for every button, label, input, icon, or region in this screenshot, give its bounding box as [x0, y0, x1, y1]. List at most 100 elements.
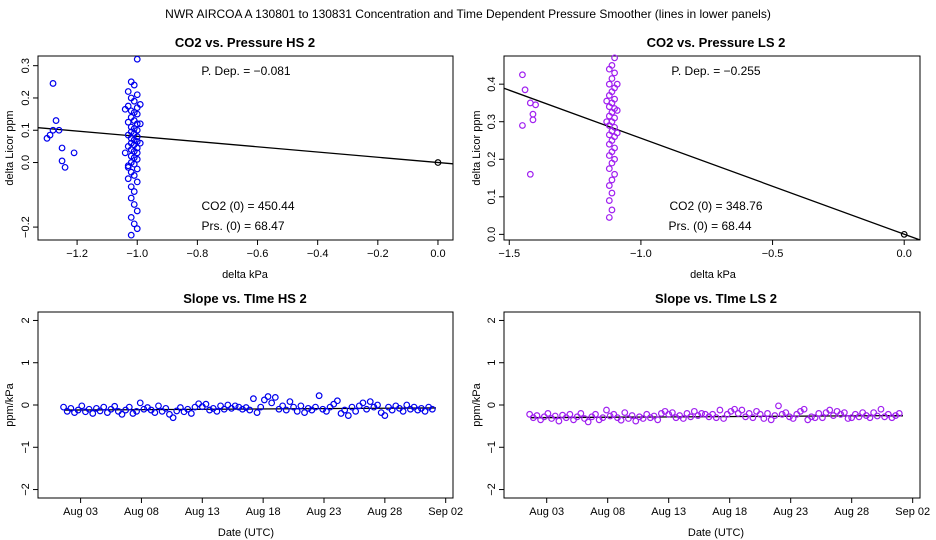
axis-ticks: Aug 03 Aug 08 Aug 13 Aug 18 Aug 23 Aug 28 Sep … [20, 317, 463, 518]
data-points [43, 55, 442, 239]
pressure-dependence-label: P. Dep. = −0.255 [671, 64, 761, 78]
data-point [312, 403, 319, 411]
data-point [61, 163, 69, 171]
data-point [121, 149, 129, 157]
data-point [668, 409, 676, 417]
data-point [133, 149, 141, 157]
data-point [103, 409, 111, 417]
data-point [716, 406, 724, 414]
data-point [279, 402, 287, 410]
data-point [333, 397, 341, 405]
data-point [130, 97, 138, 105]
data-point [374, 401, 381, 409]
data-point [608, 159, 616, 167]
data-point [603, 97, 611, 105]
data-point [848, 414, 856, 422]
x-tick-label: Aug 28 [367, 506, 402, 518]
x-tick-label: −0.4 [307, 248, 329, 260]
data-point [363, 405, 370, 413]
data-point [213, 407, 221, 415]
x-tick-label: Aug 03 [529, 506, 564, 518]
data-point [599, 414, 607, 422]
data-point [544, 410, 552, 417]
fit-line [530, 414, 903, 419]
x-tick-label: −0.5 [762, 248, 784, 260]
data-points [526, 402, 903, 426]
fit-line [64, 407, 436, 411]
y-axis-label: delta Licor ppm [4, 110, 16, 185]
data-point [184, 405, 192, 413]
data-point [621, 409, 629, 417]
data-point [67, 404, 75, 412]
data-point [683, 410, 691, 417]
data-point [873, 412, 881, 420]
data-point [608, 189, 616, 197]
data-point [690, 407, 698, 415]
data-point [125, 403, 133, 411]
data-point [895, 410, 903, 417]
x-tick-label: Aug 03 [63, 506, 98, 518]
axis-ticks: −1.2 −1.0 −0.8 −0.6 −0.4 −0.2 0.0 −0.2 0.0 0.1 0.2… [20, 58, 446, 260]
data-point [155, 402, 162, 410]
fit-line [38, 127, 453, 165]
data-point [70, 149, 78, 157]
x-tick-label: Aug 13 [185, 506, 220, 518]
data-point [826, 406, 834, 414]
data-point [348, 403, 356, 411]
data-point [52, 117, 60, 124]
y-tick-label: 0.2 [20, 90, 32, 105]
data-points [519, 54, 908, 238]
data-point [731, 405, 738, 413]
data-point [43, 134, 51, 142]
data-point [555, 417, 563, 425]
data-point [121, 105, 129, 113]
x-tick-label: −1.0 [126, 248, 148, 260]
data-point [323, 407, 330, 415]
y-tick-label: 0 [486, 402, 498, 408]
data-point [217, 402, 224, 410]
data-point [271, 393, 279, 401]
data-point [206, 406, 213, 414]
data-point [800, 405, 808, 413]
x-tick-label: −0.6 [247, 248, 269, 260]
y-axis-label: ppm/kPa [471, 382, 483, 426]
data-point [837, 410, 845, 418]
panel-title: CO2 vs. Pressure HS 2 [175, 35, 315, 50]
data-point [344, 412, 352, 419]
data-point [611, 170, 618, 178]
axis-ticks: Aug 03 Aug 08 Aug 13 Aug 18 Aug 23 Aug 28 Sep … [486, 317, 930, 518]
data-point [734, 410, 742, 417]
data-point [608, 176, 616, 184]
data-point [605, 152, 613, 159]
data-point [60, 403, 67, 411]
x-tick-label: −0.8 [187, 248, 209, 260]
data-point [246, 406, 254, 414]
data-point [742, 413, 749, 421]
y-tick-label: 1 [20, 360, 32, 366]
data-point [628, 412, 636, 419]
panel-slope-vs-time-hs: Slope vs. TIme HS 2 Aug 03 Aug 08 Aug 13 Au… [4, 291, 463, 539]
data-point [584, 418, 592, 426]
data-point [771, 412, 779, 419]
data-point [611, 54, 618, 62]
data-point [533, 412, 541, 419]
data-point [605, 197, 613, 204]
data-point [605, 140, 613, 148]
data-point [388, 406, 396, 414]
data-point [698, 410, 706, 417]
panel-co2-vs-pressure-ls: CO2 vs. Pressure LS 2 −1.5 −1.0 −0.5 0.0 0.0… [471, 35, 921, 281]
data-point [264, 393, 272, 400]
data-point [605, 80, 613, 88]
x-axis-label: delta kPa [690, 269, 737, 281]
origin-point [900, 230, 908, 238]
data-points [60, 392, 436, 422]
data-point [789, 415, 797, 422]
data-point [608, 75, 616, 82]
x-tick-label: −1.5 [498, 248, 520, 260]
x-tick-label: −1.2 [66, 248, 88, 260]
data-point [844, 415, 852, 422]
data-point [529, 116, 537, 124]
data-point [526, 170, 534, 178]
